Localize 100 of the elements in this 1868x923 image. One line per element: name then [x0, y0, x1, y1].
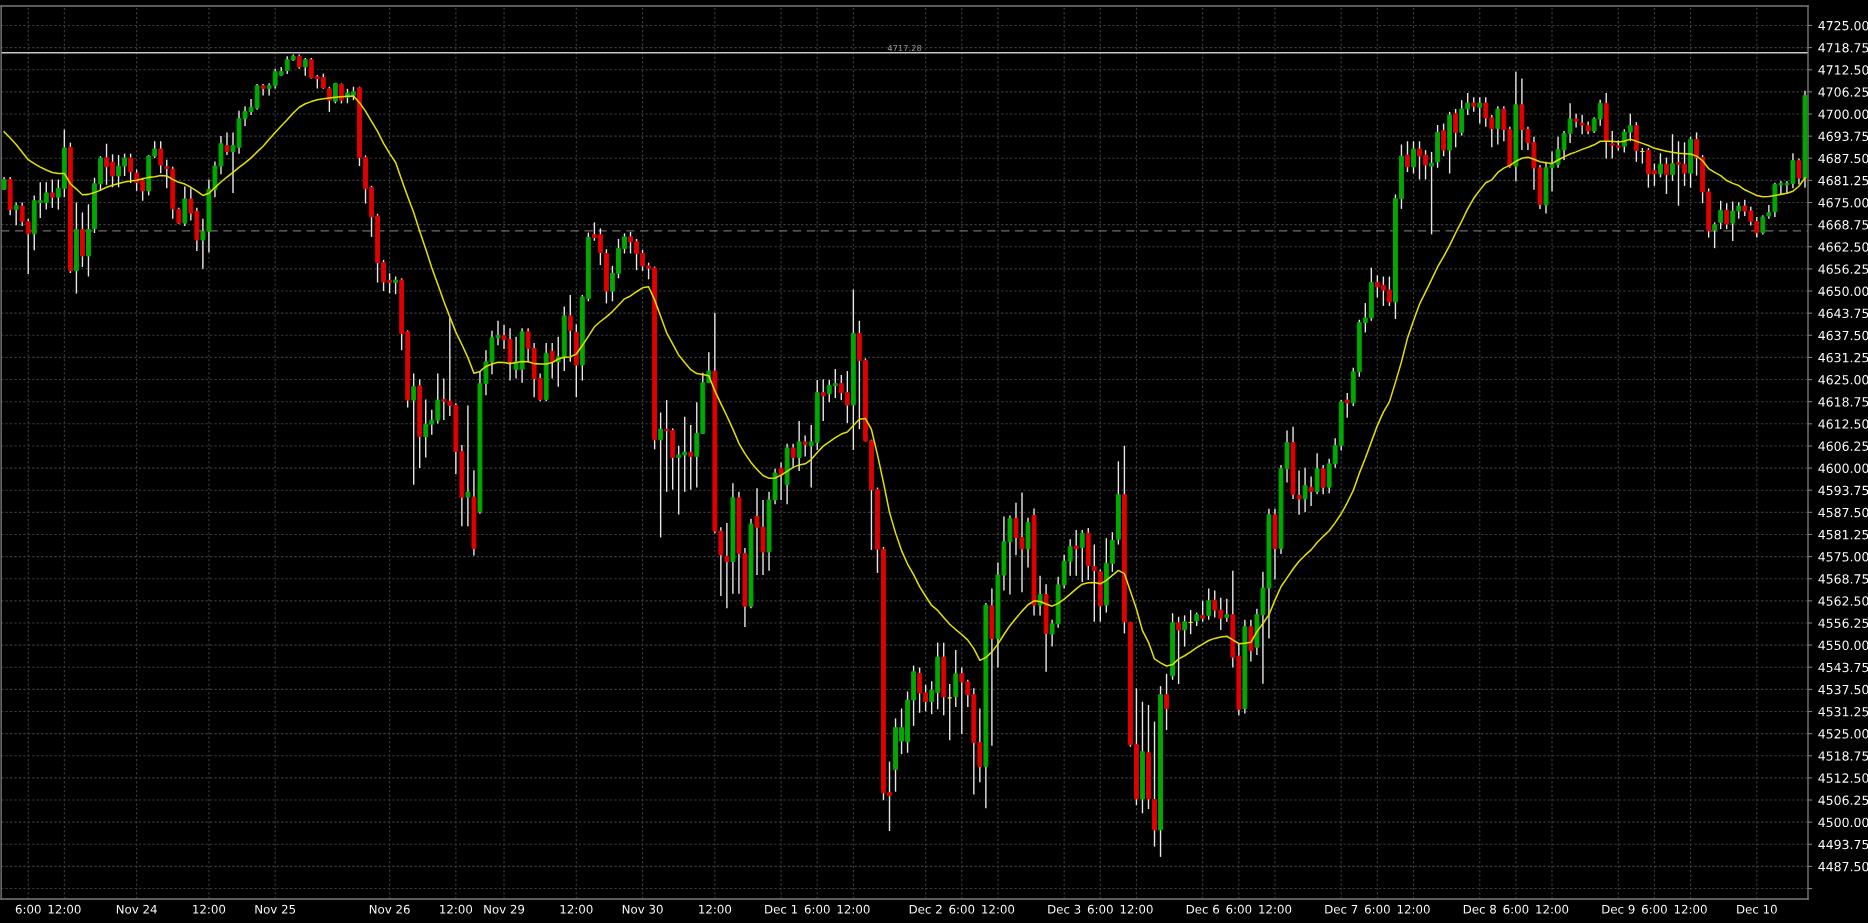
x-tick-label: 6:00: [15, 904, 41, 914]
y-tick-label: 4618.75: [1818, 397, 1868, 407]
x-tick-label: 12:00: [193, 904, 226, 914]
x-tick-label: Dec 3: [1048, 904, 1081, 914]
candlestick: [158, 140, 164, 174]
x-tick-label: 6:00: [1364, 904, 1390, 914]
y-tick-label: 4650.00: [1818, 286, 1868, 296]
candlestick: [49, 178, 55, 209]
candlestick: [326, 86, 332, 113]
candlestick: [1344, 392, 1350, 419]
candlestick: [1037, 575, 1043, 617]
candlestick: [567, 294, 573, 363]
candlestick: [1176, 616, 1182, 685]
y-tick-label: 4637.50: [1818, 330, 1868, 341]
candlestick: [1411, 140, 1416, 175]
y-tick-label: 4537.50: [1818, 684, 1868, 695]
candlestick: [1308, 475, 1314, 507]
x-tick-label: 12:00: [982, 904, 1015, 914]
candlestick: [953, 649, 959, 708]
y-tick-label: 4512.50: [1818, 773, 1868, 783]
candlestick: [802, 434, 808, 458]
candlestick: [820, 378, 826, 422]
x-tick-label: Dec 8: [1463, 904, 1496, 914]
x-tick-label: Dec 7: [1325, 904, 1358, 914]
candlestick: [1573, 112, 1579, 129]
y-tick-label: 4550.00: [1818, 640, 1868, 651]
candlestick: [1320, 464, 1326, 495]
candlestick: [1718, 200, 1724, 230]
x-tick-label: Nov 26: [369, 904, 410, 914]
candlestick: [724, 522, 730, 609]
candlestick: [411, 372, 417, 486]
x-tick-label: 12:00: [837, 904, 870, 914]
candlestick: [1073, 529, 1079, 577]
ref-line-label: 4717.28: [887, 44, 922, 52]
x-tick-label: Nov 30: [622, 904, 663, 914]
y-tick-label: 4625.00: [1818, 375, 1868, 385]
candlestick: [796, 420, 802, 472]
y-tick-label: 4562.50: [1818, 596, 1868, 606]
candlestick: [465, 404, 471, 527]
candlestick: [947, 683, 953, 742]
candlestick: [164, 158, 170, 190]
candlestick: [1796, 157, 1802, 186]
candlestick: [1405, 140, 1410, 173]
candlestick: [1314, 452, 1320, 495]
x-tick-label: 12:00: [48, 904, 81, 914]
y-tick-label: 4662.50: [1818, 242, 1868, 252]
candlestick: [224, 131, 230, 156]
y-tick-label: 4706.25: [1818, 87, 1868, 97]
x-tick-label: 12:00: [560, 904, 593, 914]
candlestick: [1164, 673, 1169, 731]
candlestick: [1296, 469, 1302, 516]
y-tick-label: 4668.75: [1818, 220, 1868, 230]
y-tick-label: 4531.25: [1818, 706, 1868, 717]
x-tick-label: 12:00: [1397, 904, 1430, 914]
candlestick: [1206, 587, 1212, 621]
y-tick-label: 4631.25: [1818, 352, 1868, 363]
x-tick-label: 6:00: [1641, 904, 1667, 914]
y-tick-label: 4675.00: [1818, 197, 1868, 208]
x-tick-label: Dec 10: [1737, 904, 1777, 914]
candlestick: [1694, 131, 1699, 177]
candlestick: [1712, 221, 1718, 249]
x-tick-label: Dec 1: [765, 904, 798, 914]
candlestick: [260, 83, 266, 97]
candlestick: [1477, 96, 1483, 125]
candlestick: [778, 461, 784, 501]
y-tick-label: 4543.75: [1818, 662, 1868, 673]
y-tick-label: 4500.00: [1818, 817, 1868, 828]
candlestick: [1453, 108, 1459, 148]
candlestick: [1664, 156, 1669, 195]
x-tick-label: 6:00: [1226, 904, 1252, 914]
y-tick-label: 4606.25: [1818, 441, 1868, 451]
candlestick: [1302, 467, 1308, 513]
y-tick-label: 4725.00: [1818, 20, 1868, 31]
candlestick: [1224, 598, 1230, 623]
x-tick-label: Dec 9: [1602, 904, 1635, 914]
x-tick-label: Nov 29: [484, 904, 525, 914]
x-tick-label: 12:00: [1259, 904, 1292, 914]
y-tick-label: 4700.00: [1818, 109, 1868, 119]
x-tick-label: 12:00: [440, 904, 473, 914]
y-tick-label: 4518.75: [1818, 751, 1868, 761]
candlestick: [1441, 122, 1447, 157]
y-tick-label: 4712.50: [1818, 65, 1868, 75]
x-tick-label: 12:00: [1536, 904, 1569, 914]
candlestick: [1182, 614, 1188, 648]
candlestick: [1091, 543, 1097, 623]
candlestick: [1079, 529, 1085, 583]
y-tick-label: 4656.25: [1818, 264, 1868, 274]
candlestick: [549, 342, 555, 380]
x-tick-label: 6:00: [804, 904, 830, 914]
x-tick-label: Dec 2: [909, 904, 942, 914]
candlestick: [13, 201, 19, 226]
candlestick: [658, 411, 664, 539]
y-tick-label: 4493.75: [1818, 839, 1868, 850]
x-tick-label: 12:00: [699, 904, 732, 914]
candlestick: [790, 442, 796, 468]
candlestick: [128, 152, 134, 184]
x-tick-label: 6:00: [1087, 904, 1113, 914]
y-tick-label: 4687.50: [1818, 153, 1868, 164]
candlestick: [1724, 202, 1730, 230]
x-tick-label: 12:00: [1674, 904, 1707, 914]
